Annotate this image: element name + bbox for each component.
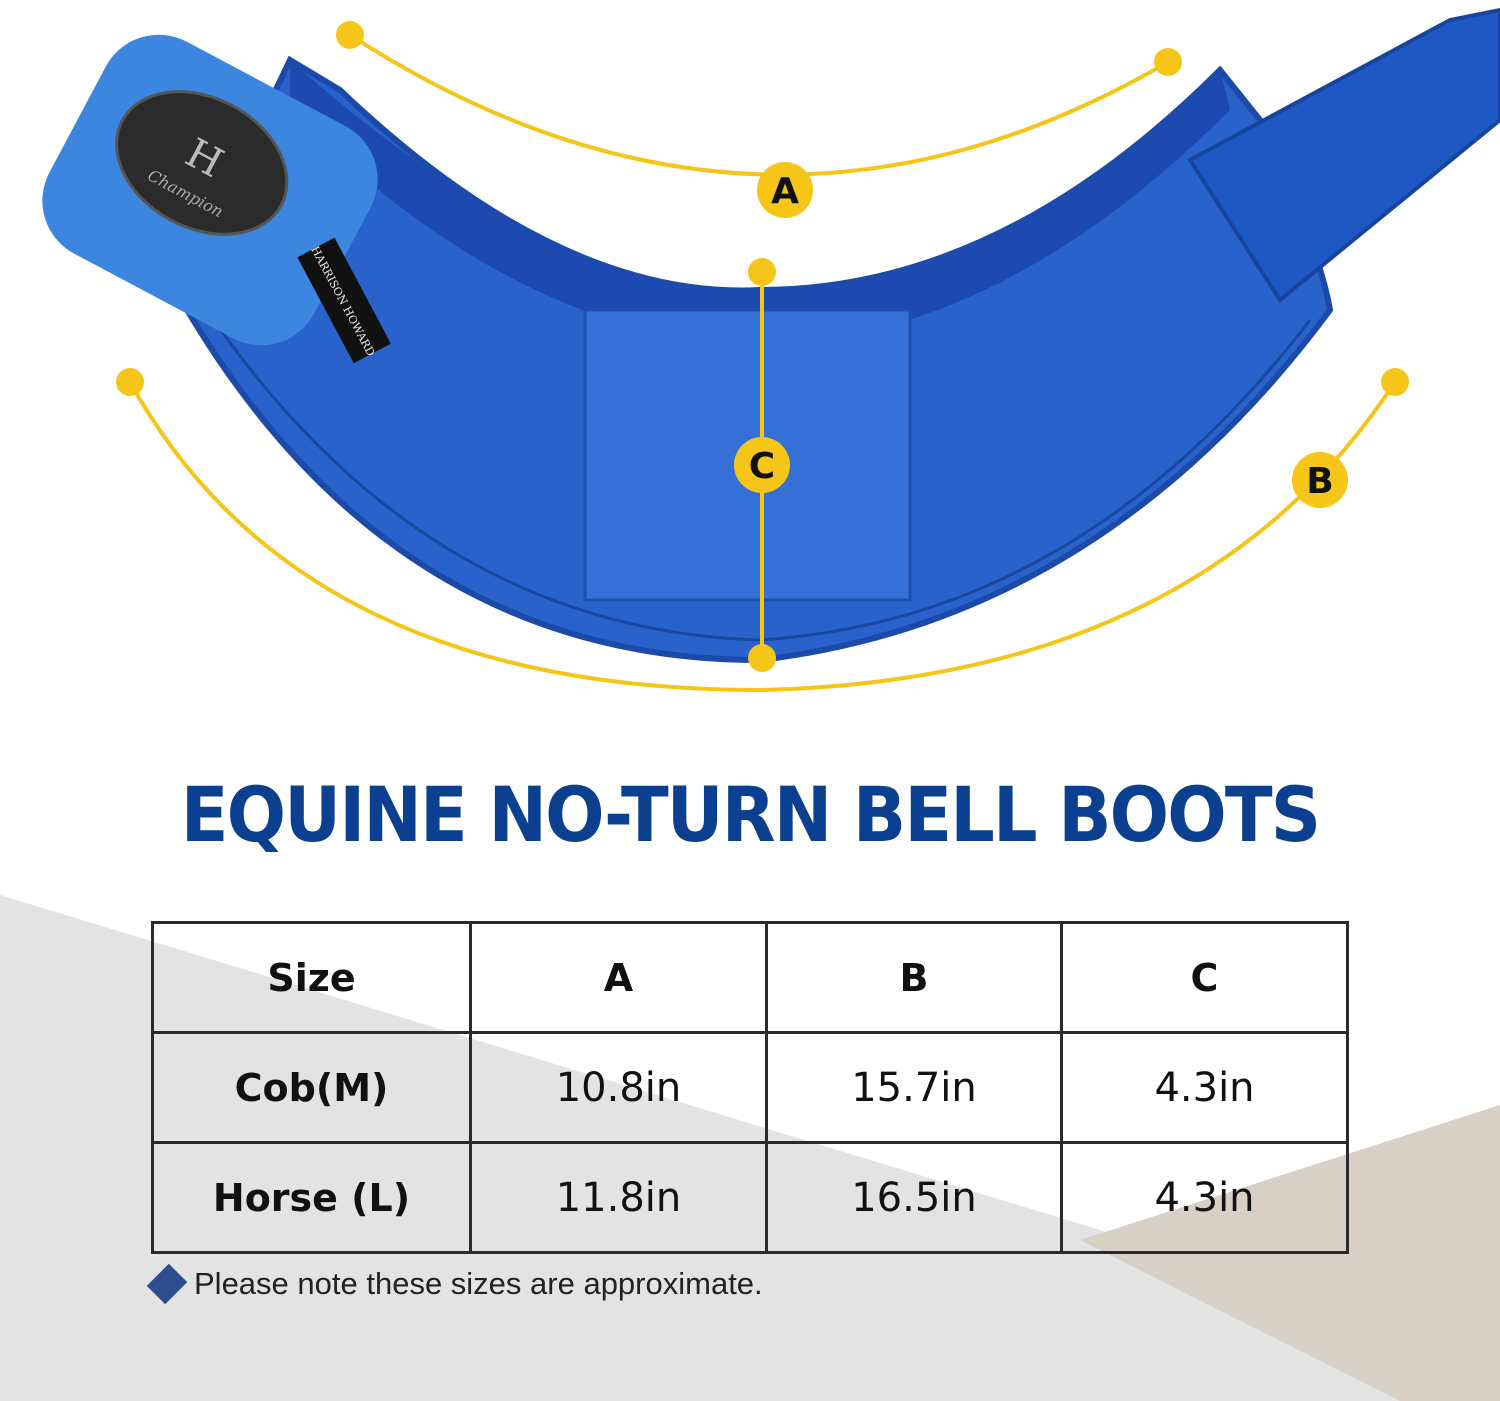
brand-tag: [297, 237, 391, 364]
size-name: Cob(M): [151, 1031, 472, 1144]
label-b-badge: [1292, 452, 1348, 508]
brand-logo-patch: [115, 90, 289, 236]
cell-a: 11.8in: [469, 1141, 768, 1254]
cell-b: 16.5in: [765, 1141, 1063, 1254]
label-c: C: [749, 446, 775, 487]
cell-a: 10.8in: [469, 1031, 768, 1144]
label-c-badge: [734, 437, 790, 493]
size-name: Horse (L): [151, 1141, 472, 1254]
header-c: C: [1060, 921, 1349, 1034]
note-text: Please note these sizes are approximate.: [194, 1266, 763, 1301]
page-title: EQUINE NO-TURN BELL BOOTS: [180, 770, 1321, 859]
header-a: A: [469, 921, 768, 1034]
bell-boot-illustration: H Champion HARRISON HOWARD A C B: [42, 7, 1500, 693]
size-note: Please note these sizes are approximate.: [146, 1263, 763, 1305]
size-table: Size A B C Cob(M) 10.8in 15.7in 4.3in Ho…: [151, 921, 1349, 1254]
cell-b: 15.7in: [765, 1031, 1063, 1144]
label-a: A: [771, 171, 799, 212]
diamond-bullet-icon: [146, 1263, 188, 1305]
cell-c: 4.3in: [1060, 1141, 1349, 1254]
measure-line-a: [348, 33, 1170, 177]
table-header-row: Size A B C: [151, 921, 1349, 1034]
label-b: B: [1306, 461, 1333, 502]
table-row: Cob(M) 10.8in 15.7in 4.3in: [151, 1031, 1349, 1144]
right-velcro-strap: [1187, 7, 1500, 303]
measure-line-b: [128, 380, 1397, 693]
header-size: Size: [151, 921, 472, 1034]
boot-inner-band: [290, 60, 1230, 345]
header-b: B: [765, 921, 1063, 1034]
label-a-badge: [757, 162, 813, 218]
table-row: Horse (L) 11.8in 16.5in 4.3in: [151, 1141, 1349, 1254]
cell-c: 4.3in: [1060, 1031, 1349, 1144]
